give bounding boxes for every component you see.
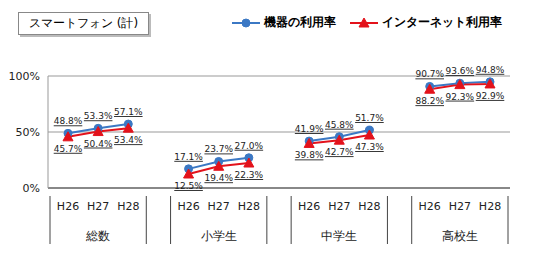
svg-text:51.7%: 51.7% (355, 113, 384, 123)
svg-text:H26: H26 (177, 200, 199, 213)
svg-text:45.7%: 45.7% (54, 144, 83, 154)
svg-text:100%: 100% (9, 70, 40, 83)
svg-text:H26: H26 (298, 200, 320, 213)
svg-text:48.8%: 48.8% (54, 116, 83, 126)
svg-text:12.5%: 12.5% (174, 181, 203, 191)
html-text:機器の利用率: 機器の利用率 (264, 15, 336, 29)
svg-text:39.8%: 39.8% (295, 150, 324, 160)
svg-text:H27: H27 (208, 200, 230, 213)
svg-text:H26: H26 (419, 200, 441, 213)
svg-text:93.6%: 93.6% (446, 66, 475, 76)
svg-text:92.3%: 92.3% (446, 92, 475, 102)
svg-text:総数: 総数 (85, 229, 110, 243)
html-text:インターネット利用率: インターネット利用率 (382, 15, 502, 29)
svg-text:45.8%: 45.8% (325, 120, 354, 130)
svg-text:88.2%: 88.2% (415, 96, 444, 106)
svg-text:23.7%: 23.7% (204, 144, 233, 154)
svg-text:19.4%: 19.4% (204, 173, 233, 183)
svg-text:41.9%: 41.9% (295, 124, 324, 134)
svg-text:94.8%: 94.8% (476, 65, 505, 75)
svg-text:H28: H28 (358, 200, 380, 213)
svg-text:57.1%: 57.1% (114, 107, 143, 117)
svg-text:50.4%: 50.4% (84, 139, 113, 149)
svg-text:H28: H28 (238, 200, 260, 213)
svg-text:22.3%: 22.3% (235, 170, 264, 180)
svg-text:42.7%: 42.7% (325, 147, 354, 157)
svg-text:H27: H27 (449, 200, 471, 213)
svg-text:高校生: 高校生 (442, 229, 478, 243)
svg-text:H27: H27 (328, 200, 350, 213)
svg-text:53.4%: 53.4% (114, 135, 143, 145)
svg-text:中学生: 中学生 (321, 229, 357, 243)
svg-text:0%: 0% (23, 182, 40, 195)
svg-text:H26: H26 (57, 200, 79, 213)
svg-text:90.7%: 90.7% (415, 69, 444, 79)
svg-text:小学生: 小学生 (201, 229, 237, 243)
svg-text:H28: H28 (479, 200, 501, 213)
svg-text:27.0%: 27.0% (235, 141, 264, 151)
html-text:スマートフォン (計): スマートフォン (計) (29, 16, 139, 30)
svg-text:H27: H27 (87, 200, 109, 213)
svg-text:92.9%: 92.9% (476, 91, 505, 101)
svg-text:50%: 50% (16, 126, 40, 139)
svg-text:17.1%: 17.1% (174, 152, 203, 162)
svg-text:H28: H28 (117, 200, 139, 213)
svg-text:53.3%: 53.3% (84, 111, 113, 121)
svg-text:47.3%: 47.3% (355, 142, 384, 152)
